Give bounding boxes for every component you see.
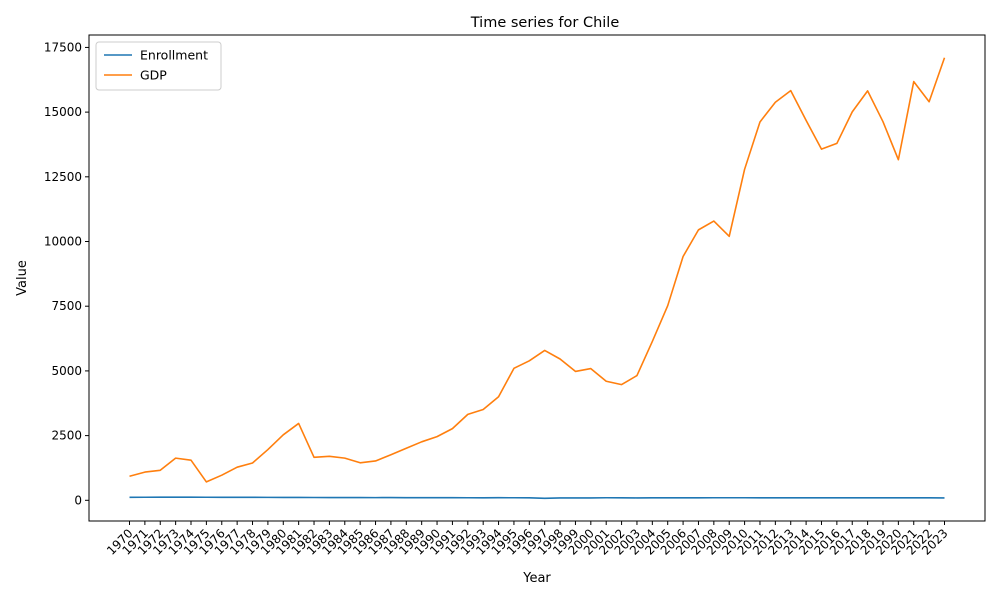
y-tick-label: 2500 [51, 429, 82, 443]
legend: Enrollment GDP [95, 41, 222, 91]
series-line-enrollment [129, 496, 945, 500]
y-axis: 0 2500 5000 7500 10000 12500 15000 17500 [44, 40, 89, 507]
legend-label-gdp: GDP [140, 68, 167, 83]
legend-label-enrollment: Enrollment [140, 48, 208, 63]
plot-lines [129, 57, 946, 500]
y-tick-label: 15000 [44, 105, 82, 119]
y-tick-label: 0 [74, 493, 82, 507]
legend-box [95, 41, 222, 91]
series-line-gdp [129, 57, 946, 483]
x-axis: 1970197119721973197419751976197719781979… [104, 521, 951, 558]
y-tick-label: 7500 [51, 299, 82, 313]
x-axis-label: Year [522, 571, 551, 586]
y-tick-label: 10000 [44, 235, 82, 249]
plot-frame [88, 34, 986, 522]
y-axis-label: Value [15, 260, 30, 296]
chart-title: Time series for Chile [470, 15, 620, 31]
y-tick-label: 17500 [44, 40, 82, 54]
y-tick-label: 12500 [44, 170, 82, 184]
y-tick-label: 5000 [51, 364, 82, 378]
